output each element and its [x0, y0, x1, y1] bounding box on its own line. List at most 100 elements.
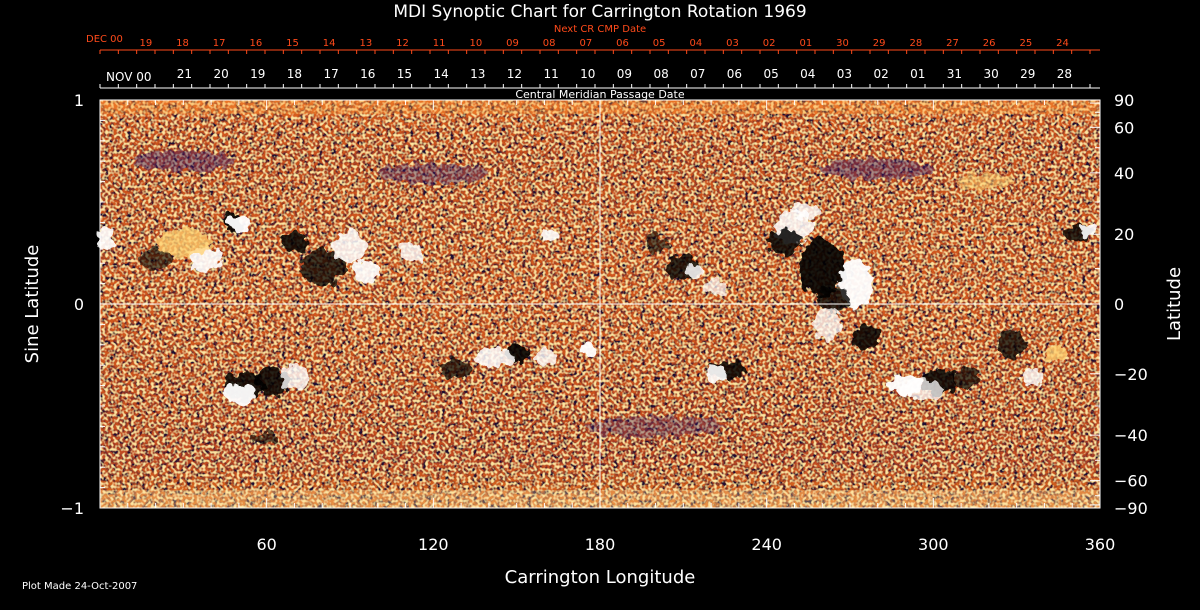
x-tick-label: 300 — [918, 535, 949, 554]
y-tick-label-right: −90 — [1114, 499, 1148, 518]
next-cr-day-label: 06 — [616, 38, 629, 49]
active-region-patch — [580, 340, 598, 358]
y-tick-label-left: 0 — [74, 295, 84, 314]
cmp-day-label: 07 — [690, 67, 705, 81]
active-region-patch — [300, 248, 345, 286]
cmp-day-label: 17 — [323, 67, 338, 81]
next-cr-day-label: 03 — [726, 38, 739, 49]
active-region-patch — [533, 348, 556, 366]
next-cr-day-label: 30 — [836, 38, 849, 49]
cmp-axis-label: Central Meridian Passage Date — [515, 88, 684, 101]
next-cr-day-label: 02 — [763, 38, 776, 49]
active-region-patch — [800, 238, 845, 296]
active-region-patch — [813, 308, 842, 341]
active-region-patch — [541, 228, 559, 241]
next-cr-day-label: 05 — [653, 38, 666, 49]
next-cr-day-label: 26 — [983, 38, 996, 49]
next-cr-day-label: 11 — [433, 38, 446, 49]
active-region-patch — [227, 216, 250, 233]
cmp-day-label: 19 — [250, 67, 265, 81]
active-region-patch — [1044, 344, 1067, 362]
x-tick-label: 120 — [418, 535, 449, 554]
cmp-day-label: 13 — [470, 67, 485, 81]
x-tick-label: 180 — [585, 535, 616, 554]
active-region-patch — [280, 365, 309, 390]
active-region-patch — [352, 259, 381, 284]
cmp-day-label: 03 — [837, 67, 852, 81]
active-region-patch — [686, 263, 703, 280]
active-region-patch — [816, 287, 850, 313]
cmp-day-label: 14 — [433, 67, 448, 81]
next-cr-day-label: 13 — [359, 38, 372, 49]
cmp-day-label: 05 — [763, 67, 778, 81]
active-regions — [97, 151, 1098, 445]
y-tick-label-right: 40 — [1114, 164, 1134, 183]
active-region-patch — [586, 416, 725, 437]
y-axis-label-right: Latitude — [1164, 267, 1185, 341]
next-cr-day-label: 08 — [543, 38, 556, 49]
next-cr-day-label: 29 — [873, 38, 886, 49]
plot-made-footer: Plot Made 24-Oct-2007 — [22, 581, 137, 592]
x-tick-label: 360 — [1085, 535, 1116, 554]
y-tick-label-left: 1 — [74, 91, 84, 110]
cmp-day-label: 16 — [360, 67, 375, 81]
active-region-patch — [766, 230, 800, 256]
active-region-patch — [997, 330, 1025, 360]
active-region-patch — [400, 242, 423, 264]
y-tick-label-right: −60 — [1114, 472, 1148, 491]
active-region-patch — [900, 379, 945, 400]
cmp-day-label: 01 — [910, 67, 925, 81]
cmp-day-label: 30 — [983, 67, 998, 81]
cmp-day-label: 11 — [543, 67, 558, 81]
cmp-day-label: 02 — [873, 67, 888, 81]
next-cr-day-label: 04 — [689, 38, 702, 49]
active-region-patch — [1080, 224, 1098, 237]
next-cr-day-label: 27 — [946, 38, 959, 49]
cmp-month-label: NOV 00 — [106, 70, 152, 84]
x-axis-label: Carrington Longitude — [505, 567, 696, 588]
active-region-patch — [475, 346, 514, 368]
next-cr-day-label: 09 — [506, 38, 519, 49]
next-cr-day-label: 07 — [579, 38, 592, 49]
next-cr-day-label: 28 — [909, 38, 922, 49]
cmp-day-label: 18 — [287, 67, 302, 81]
y-tick-label-right: 0 — [1114, 295, 1124, 314]
active-region-patch — [822, 159, 934, 180]
chart-title: MDI Synoptic Chart for Carrington Rotati… — [393, 2, 806, 22]
cmp-day-label: 10 — [580, 67, 595, 81]
y-tick-label-left: −1 — [60, 499, 84, 518]
next-cr-day-label: 15 — [286, 38, 299, 49]
active-region-patch — [138, 248, 173, 270]
active-region-patch — [791, 202, 820, 219]
cmp-date-axis: NOV 00 Central Meridian Passage Date 21 2… — [99, 67, 1100, 101]
active-region-patch — [97, 226, 114, 251]
next-cr-day-label: 14 — [323, 38, 336, 49]
next-cr-day-label: 19 — [139, 38, 152, 49]
next-cr-day-label: 17 — [213, 38, 226, 49]
next-cr-day-label: 01 — [799, 38, 812, 49]
next-cr-axis-label: Next CR CMP Date — [554, 24, 646, 35]
x-tick-label: 60 — [256, 535, 276, 554]
active-region-patch — [705, 279, 728, 296]
active-region-patch — [252, 432, 281, 445]
active-region-patch — [852, 324, 881, 349]
active-region-patch — [644, 232, 667, 253]
y-tick-label-right: 20 — [1114, 225, 1134, 244]
active-region-patch — [705, 365, 728, 382]
active-region-patch — [255, 367, 289, 396]
cmp-day-label: 31 — [947, 67, 962, 81]
active-region-patch — [133, 151, 234, 172]
active-region-patch — [222, 383, 256, 404]
active-region-patch — [1022, 369, 1045, 386]
active-region-patch — [280, 232, 309, 253]
next-cr-day-label: 12 — [396, 38, 409, 49]
active-region-patch — [155, 228, 212, 258]
next-cr-day-label: 25 — [1019, 38, 1032, 49]
active-region-patch — [333, 230, 367, 264]
next-cr-day-label: 18 — [176, 38, 189, 49]
cmp-day-label: 29 — [1020, 67, 1035, 81]
cmp-day-label: 21 — [177, 67, 192, 81]
next-cr-axis: Next CR CMP Date DEC 00 19 18 17 16 15 14 13 12… — [86, 24, 1100, 54]
cmp-day-label: 20 — [213, 67, 228, 81]
